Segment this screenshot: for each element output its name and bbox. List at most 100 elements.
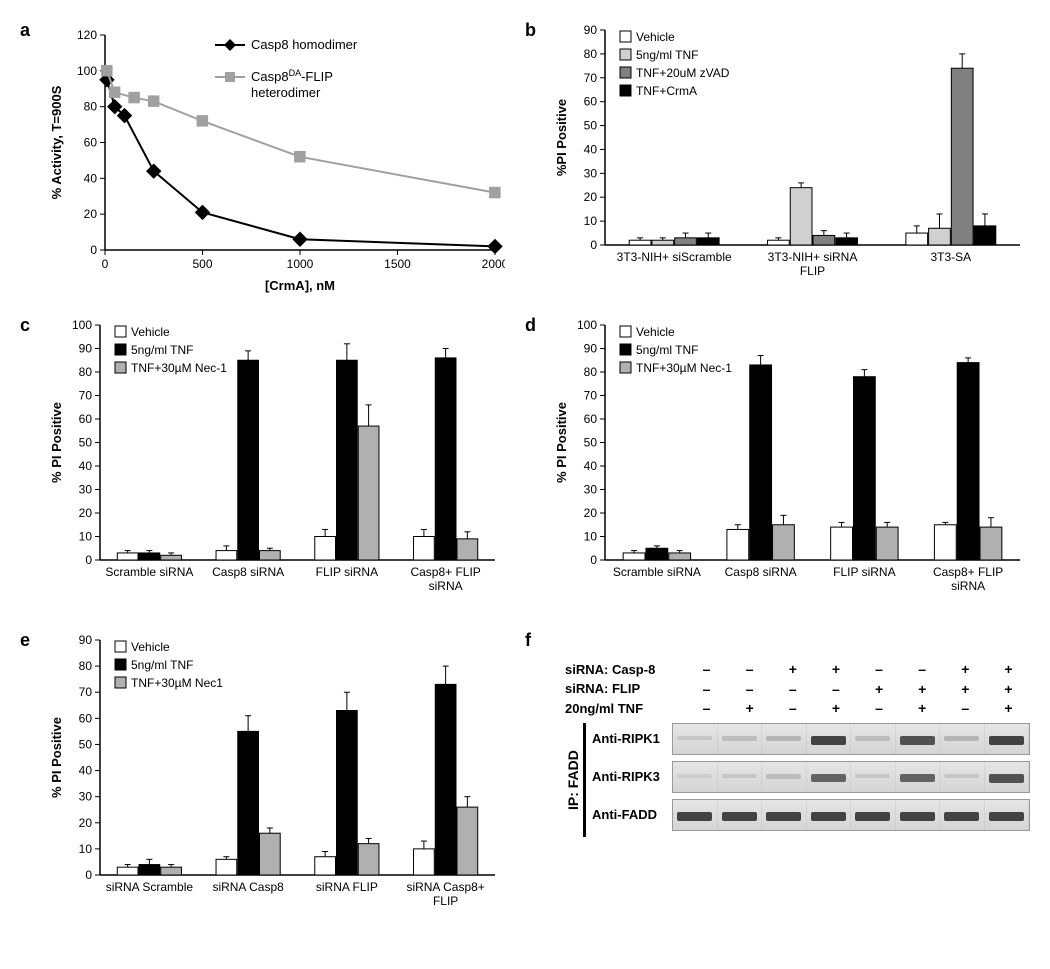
svg-text:40: 40 — [584, 459, 598, 473]
blot-header-cell: – — [728, 660, 771, 680]
svg-text:80: 80 — [79, 365, 93, 379]
svg-text:% PI Positive: % PI Positive — [554, 402, 569, 483]
svg-text:60: 60 — [79, 711, 93, 725]
svg-text:30: 30 — [79, 790, 93, 804]
svg-text:60: 60 — [84, 136, 98, 150]
panel-c-chart-wrap: 0102030405060708090100% PI PositiveScram… — [45, 315, 505, 615]
blot-lane — [762, 800, 807, 830]
blot-strip — [672, 799, 1030, 831]
svg-text:0: 0 — [102, 257, 109, 271]
blot-header-cell: – — [901, 660, 944, 680]
svg-text:70: 70 — [584, 71, 598, 85]
svg-text:3T3-SA: 3T3-SA — [930, 250, 971, 264]
svg-text:60: 60 — [584, 412, 598, 426]
svg-text:siRNA Casp8+: siRNA Casp8+ — [406, 880, 484, 894]
blot-band — [811, 774, 846, 782]
blot-header-row: 20ng/ml TNF–+–+–+–+ — [565, 699, 1030, 719]
svg-text:80: 80 — [584, 365, 598, 379]
blot-band — [855, 774, 890, 779]
blot-header-cell: + — [901, 699, 944, 719]
svg-text:50: 50 — [584, 436, 598, 450]
blot-header-cell: + — [987, 699, 1030, 719]
svg-text:20: 20 — [584, 190, 598, 204]
blot-band — [944, 736, 979, 741]
svg-text:30: 30 — [79, 483, 93, 497]
panel-f-label: f — [525, 630, 531, 651]
blot-band — [722, 774, 757, 779]
blot-lane — [673, 762, 718, 792]
blot-header-cell: – — [728, 680, 771, 700]
blot-lane — [807, 762, 852, 792]
panel-e-label: e — [20, 630, 30, 651]
blot-header-cell: + — [944, 660, 987, 680]
svg-text:70: 70 — [584, 389, 598, 403]
blot-lane — [673, 800, 718, 830]
svg-text:70: 70 — [79, 389, 93, 403]
blot-header-cell: + — [901, 680, 944, 700]
svg-text:20: 20 — [84, 207, 98, 221]
svg-text:100: 100 — [577, 318, 597, 332]
blot-lane — [718, 800, 763, 830]
panel-b-svg: 0102030405060708090%PI Positive3T3-NIH+ … — [550, 20, 1030, 300]
svg-text:60: 60 — [584, 95, 598, 109]
svg-text:siRNA Scramble: siRNA Scramble — [106, 880, 194, 894]
blot-lane — [985, 800, 1030, 830]
panel-e-chart-wrap: 0102030405060708090% PI PositivesiRNA Sc… — [45, 630, 505, 930]
svg-text:5ng/ml TNF: 5ng/ml TNF — [636, 343, 698, 357]
blot-header-cell: + — [987, 660, 1030, 680]
blot-band — [766, 812, 801, 821]
blot-lane — [851, 800, 896, 830]
blot-header-cell: – — [685, 680, 728, 700]
panel-c-svg: 0102030405060708090100% PI PositiveScram… — [45, 315, 505, 615]
panel-a: a 0204060801001200500100015002000[CrmA],… — [20, 20, 505, 300]
svg-text:FLIP: FLIP — [800, 264, 825, 278]
blot-area: IP: FADD Anti-RIPK1Anti-RIPK3Anti-FADD — [565, 723, 1030, 837]
svg-text:80: 80 — [84, 100, 98, 114]
svg-text:40: 40 — [79, 764, 93, 778]
svg-text:50: 50 — [79, 436, 93, 450]
blot-header-cell: + — [771, 660, 814, 680]
svg-text:80: 80 — [79, 659, 93, 673]
svg-text:40: 40 — [84, 171, 98, 185]
svg-text:1500: 1500 — [384, 257, 411, 271]
blot-band — [811, 736, 846, 745]
figure-grid: a 0204060801001200500100015002000[CrmA],… — [20, 20, 1030, 930]
blot-lane — [985, 724, 1030, 754]
blot-row-label: Anti-RIPK1 — [592, 731, 672, 746]
svg-text:0: 0 — [85, 868, 92, 882]
blot-header: siRNA: Casp-8––++––++siRNA: FLIP––––++++… — [565, 660, 1030, 719]
blot-header-cell: + — [728, 699, 771, 719]
blot-strip — [672, 761, 1030, 793]
svg-text:Vehicle: Vehicle — [636, 30, 675, 44]
svg-text:2000: 2000 — [482, 257, 505, 271]
panel-d-label: d — [525, 315, 536, 336]
blot-lane — [896, 724, 941, 754]
svg-text:30: 30 — [584, 483, 598, 497]
svg-text:5ng/ml TNF: 5ng/ml TNF — [131, 658, 193, 672]
blot-band — [989, 812, 1024, 821]
blot-band — [989, 736, 1024, 745]
blot-lane — [762, 724, 807, 754]
svg-text:90: 90 — [79, 633, 93, 647]
blot-header-label: siRNA: Casp-8 — [565, 661, 685, 679]
svg-text:Casp8 siRNA: Casp8 siRNA — [725, 565, 797, 579]
blot-lane — [851, 762, 896, 792]
svg-text:0: 0 — [85, 553, 92, 567]
svg-text:TNF+30µM Nec-1: TNF+30µM Nec-1 — [636, 361, 732, 375]
blot-header-cell: + — [858, 680, 901, 700]
blot-band — [944, 774, 979, 779]
blot-header-cell: + — [814, 699, 857, 719]
blot-header-label: siRNA: FLIP — [565, 680, 685, 698]
blot-header-cell: – — [771, 699, 814, 719]
blot-strip — [672, 723, 1030, 755]
blot-row: Anti-RIPK3 — [592, 761, 1030, 793]
blot-header-cell: + — [987, 680, 1030, 700]
blot-row-label: Anti-RIPK3 — [592, 769, 672, 784]
blot-band — [766, 736, 801, 741]
svg-text:heterodimer: heterodimer — [251, 85, 321, 100]
panel-b: b 0102030405060708090%PI Positive3T3-NIH… — [525, 20, 1030, 300]
svg-text:1000: 1000 — [287, 257, 314, 271]
svg-text:5ng/ml TNF: 5ng/ml TNF — [636, 48, 698, 62]
svg-text:TNF+30µM Nec-1: TNF+30µM Nec-1 — [131, 361, 227, 375]
svg-text:80: 80 — [584, 47, 598, 61]
